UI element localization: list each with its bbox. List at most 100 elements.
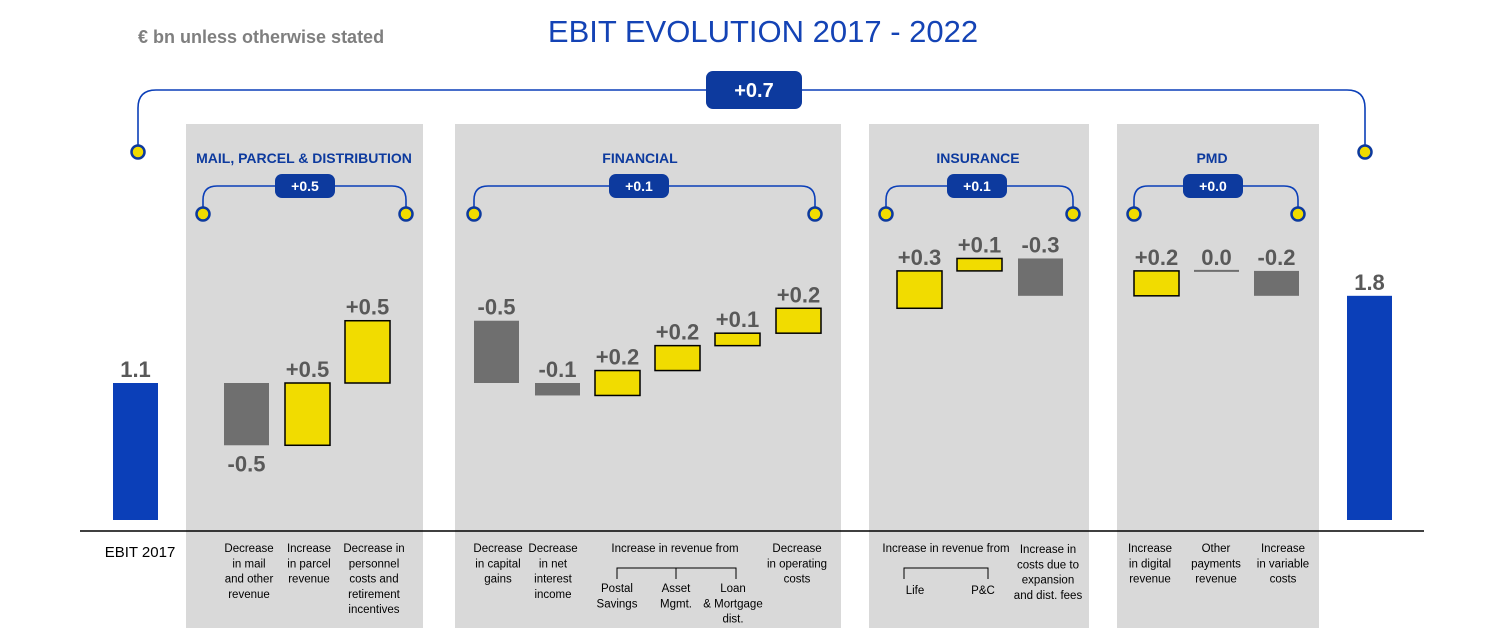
category-label-7-line-1: Postal <box>601 583 633 595</box>
bar-ebit-2022 <box>1347 295 1392 520</box>
category-label-10-line-1: Decrease <box>772 543 821 555</box>
segment-title-4: PMD <box>1196 150 1227 166</box>
category-label-7-line-2: Savings <box>597 598 638 610</box>
segment-title-3: INSURANCE <box>936 150 1019 166</box>
bar-step-3 <box>344 319 391 384</box>
bar-step-5 <box>535 383 580 396</box>
segment-bracket-2-dot-right <box>807 206 823 222</box>
bar-step-1 <box>224 383 269 446</box>
category-label-13-line-1: Increase in <box>1020 544 1076 556</box>
category-label-11-line-1: Life <box>906 585 925 597</box>
segment-panel-4 <box>1117 124 1319 628</box>
total-bracket-dot-left <box>130 144 146 160</box>
segment-bracket-1-dot-left <box>195 206 211 222</box>
category-label-6-line-1: Decrease <box>528 543 577 555</box>
category-label-16-line-2: in variable <box>1257 558 1309 570</box>
segment-title-2: FINANCIAL <box>602 150 678 166</box>
category-label-9-line-3: dist. <box>722 614 743 626</box>
category-label-6-line-3: interest <box>534 574 573 586</box>
category-label-13-line-3: expansion <box>1022 575 1074 587</box>
category-label-2-line-2: in mail <box>232 558 265 570</box>
label-ebit-2017: 1.1 <box>120 357 151 382</box>
segment-bracket-1-value: +0.5 <box>291 178 319 194</box>
category-label-4-line-5: incentives <box>348 604 399 616</box>
category-label-13-line-4: and dist. fees <box>1014 590 1083 602</box>
category-label-1-line-1: EBIT 2017 <box>105 544 176 561</box>
label-step-7: +0.2 <box>656 320 699 345</box>
label-step-3: +0.5 <box>346 295 389 320</box>
category-label-14-line-1: Increase <box>1128 543 1172 555</box>
label-step-12: -0.3 <box>1022 232 1060 257</box>
category-label-5-line-1: Decrease <box>473 543 522 555</box>
category-label-15-line-2: payments <box>1191 558 1241 570</box>
label-step-9: +0.2 <box>777 282 820 307</box>
category-label-16-line-3: costs <box>1270 574 1297 586</box>
segment-bracket-2-value: +0.1 <box>625 178 653 194</box>
group-bracket-insurance <box>903 567 989 579</box>
bar-step-8 <box>714 332 761 347</box>
category-label-15-line-3: revenue <box>1195 574 1237 586</box>
label-ebit-2022: 1.8 <box>1354 270 1385 295</box>
segment-bracket-4-value: +0.0 <box>1199 178 1227 194</box>
category-label-3-line-3: revenue <box>288 574 330 586</box>
label-step-14: 0.0 <box>1201 245 1232 270</box>
label-step-5: -0.1 <box>539 357 577 382</box>
bar-step-9 <box>775 307 822 334</box>
label-step-8: +0.1 <box>716 307 759 332</box>
category-label-4-line-3: costs and <box>349 574 398 586</box>
category-label-6-line-2: in net <box>539 558 568 570</box>
bar-step-15 <box>1254 270 1299 296</box>
category-label-3-line-2: in parcel <box>287 558 330 570</box>
category-label-4-line-4: retirement <box>348 589 401 601</box>
chart-title: EBIT EVOLUTION 2017 - 2022 <box>547 14 979 49</box>
category-label-2-line-3: and other <box>225 574 274 586</box>
segment-bracket-4-pill <box>1183 174 1243 198</box>
segment-bracket-4-dot-left <box>1126 206 1142 222</box>
units-note: € bn unless otherwise stated <box>138 27 385 47</box>
bar-ebit-2017 <box>113 383 158 520</box>
segment-bracket-2-dot-left <box>466 206 482 222</box>
segment-bracket-1-dot-right <box>398 206 414 222</box>
total-bracket-dot-right <box>1357 144 1373 160</box>
category-label-13-line-2: costs due to <box>1017 559 1079 571</box>
bar-step-4 <box>474 320 519 383</box>
bar-step-10 <box>896 270 943 310</box>
label-step-2: +0.5 <box>286 357 329 382</box>
bar-step-7 <box>654 344 701 372</box>
segment-bracket-1-pill <box>275 174 335 198</box>
segment-bracket-3-dot-right <box>1065 206 1081 222</box>
category-label-4-line-2: personnel <box>349 558 400 570</box>
group-header-financial: Increase in revenue from <box>611 543 738 555</box>
bar-step-12 <box>1018 258 1063 296</box>
category-label-14-line-3: revenue <box>1129 574 1171 586</box>
category-label-9-line-2: & Mortgage <box>703 598 762 610</box>
segment-bracket-3-dot-left <box>878 206 894 222</box>
bar-step-11 <box>956 257 1003 272</box>
label-step-15: -0.2 <box>1258 245 1296 270</box>
category-label-4-line-1: Decrease in <box>343 543 404 555</box>
segment-panel-2 <box>455 124 841 628</box>
category-label-9-line-1: Loan <box>720 583 746 595</box>
category-label-2-line-4: revenue <box>228 589 270 601</box>
label-step-1: -0.5 <box>228 451 266 476</box>
total-bracket-pill <box>706 71 802 109</box>
category-label-16-line-1: Increase <box>1261 543 1305 555</box>
segment-bracket-2-pill <box>609 174 669 198</box>
category-label-15-line-1: Other <box>1202 543 1231 555</box>
category-label-3-line-1: Increase <box>287 543 331 555</box>
label-step-6: +0.2 <box>596 345 639 370</box>
bar-step-13 <box>1133 270 1180 297</box>
category-label-6-line-4: income <box>534 589 571 601</box>
category-label-8-line-1: Asset <box>662 583 692 595</box>
category-label-5-line-3: gains <box>484 574 512 586</box>
category-label-14-line-2: in digital <box>1129 558 1171 570</box>
segment-bracket-4-dot-right <box>1290 206 1306 222</box>
segment-bracket-3-value: +0.1 <box>963 178 991 194</box>
category-label-12-line-1: P&C <box>971 585 995 597</box>
label-step-11: +0.1 <box>958 232 1001 257</box>
category-label-8-line-2: Mgmt. <box>660 598 692 610</box>
total-bracket-value: +0.7 <box>734 80 773 102</box>
bar-step-2 <box>284 382 331 447</box>
category-label-10-line-2: in operating <box>767 558 827 570</box>
